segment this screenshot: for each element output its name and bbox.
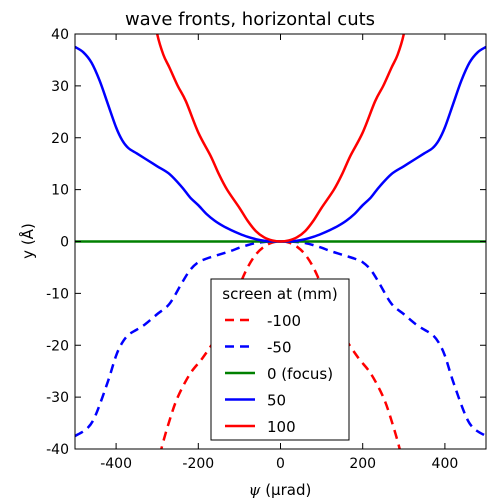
x-axis-symbol: ψ <box>249 481 261 499</box>
x-axis-unit: (μrad) <box>265 481 311 499</box>
legend-label-1: -50 <box>267 339 292 357</box>
legend: screen at (mm) -100 -50 0 (focus) 50 100 <box>210 278 350 441</box>
y-tick-label: -20 <box>46 338 69 354</box>
y-tick-label: 10 <box>51 183 69 199</box>
x-tick-label: -400 <box>100 456 132 472</box>
y-tick-label: 40 <box>51 27 69 43</box>
chart-title: wave fronts, horizontal cuts <box>125 9 375 30</box>
y-tick-label: 0 <box>60 235 69 251</box>
y-axis-label: y (Å) <box>18 223 37 259</box>
x-tick-label: -200 <box>182 456 214 472</box>
legend-label-2: 0 (focus) <box>267 365 333 383</box>
legend-title: screen at (mm) <box>222 285 337 303</box>
x-tick-label: 400 <box>432 456 459 472</box>
legend-label-0: -100 <box>267 312 301 330</box>
legend-label-4: 100 <box>267 418 296 436</box>
legend-box <box>210 278 350 441</box>
x-axis-label: ψ (μrad) <box>249 481 312 499</box>
legend-label-3: 50 <box>267 392 286 410</box>
y-tick-label: 20 <box>51 131 69 147</box>
y-tick-label: -10 <box>46 286 69 302</box>
plot-frame <box>74 33 487 450</box>
y-tick-label: 30 <box>51 79 69 95</box>
legend-items: -100 -50 0 (focus) 50 100 <box>225 312 333 436</box>
series-layer <box>75 34 486 449</box>
y-tick-label: -40 <box>46 442 69 458</box>
x-tick-label: 0 <box>276 456 285 472</box>
x-tick-label: 200 <box>349 456 376 472</box>
series-line-4 <box>155 34 406 243</box>
y-tick-label: -30 <box>46 390 69 406</box>
